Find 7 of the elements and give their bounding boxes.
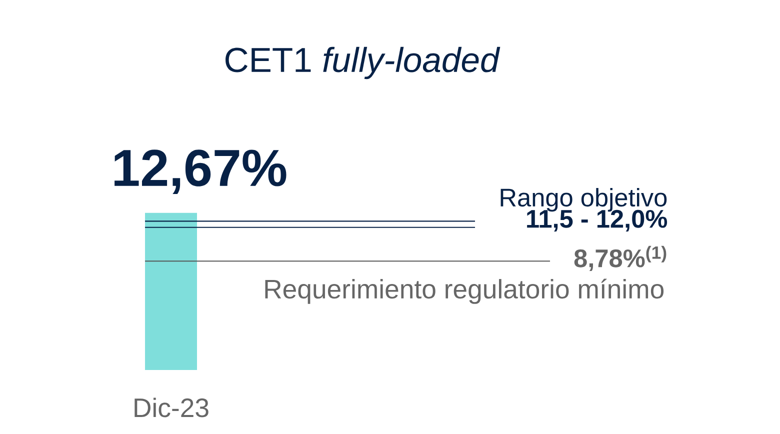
text: CET1 fully-loaded [226,46,500,80]
ref-line-label: 11,5 - 12,0% [527,210,668,232]
text: Requerimiento regulatorio mínimo [265,278,664,304]
ref-line-label: 8,78%$^{(1)}$ [574,246,666,271]
x-tick-label: Dic-23 [134,398,208,418]
data-label: 12,67% [114,150,286,194]
ref-line-label: Rango objetivo [500,188,667,212]
